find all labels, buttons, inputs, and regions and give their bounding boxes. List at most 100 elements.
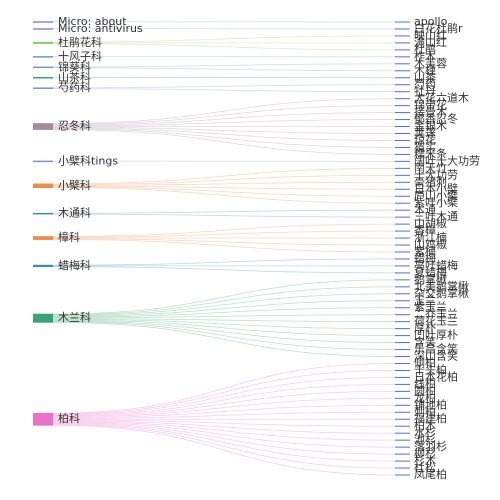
link [52, 35, 396, 43]
target-node [395, 328, 410, 330]
target-label: 紫玉兰 [414, 301, 447, 314]
target-label: apollo [414, 15, 448, 28]
target-label: 杜鹃 [414, 42, 436, 56]
target-label: 锦带花 [414, 98, 447, 112]
target-label: 鹅掌楸 [414, 272, 447, 286]
target-node [395, 188, 410, 190]
source-label: 木兰科 [58, 310, 91, 324]
target-node [395, 160, 410, 162]
source-label: 十风子科 [58, 49, 102, 63]
target-label: 山胡椒 [414, 216, 447, 230]
link [52, 377, 396, 416]
source-node [33, 87, 53, 89]
target-node [395, 349, 410, 351]
target-label: 荷花玉兰 [414, 315, 458, 328]
target-label: 阔叶十大功劳 [414, 153, 480, 167]
target-label: 山茶 [414, 71, 436, 84]
link [52, 411, 396, 419]
target-label: 猬实 [414, 139, 436, 153]
target-node [395, 42, 410, 44]
target-label: 杜松 [414, 460, 436, 474]
target-label: 木芙蓉 [414, 56, 447, 70]
link [52, 67, 396, 72]
target-node [395, 133, 410, 135]
target-label: 铺地柏 [414, 397, 447, 411]
source-node [33, 412, 53, 426]
source-label: 柏科 [58, 411, 80, 425]
target-label: 福建柏 [414, 411, 447, 425]
target-node [395, 397, 410, 399]
source-label: 小檗科tings [58, 153, 118, 167]
target-node [395, 418, 410, 420]
target-node [395, 153, 410, 155]
target-node [395, 293, 410, 295]
source-label: 小檗科 [58, 178, 91, 192]
link [52, 223, 396, 237]
link [52, 213, 396, 218]
target-node [395, 98, 410, 100]
target-node [395, 272, 410, 274]
target-node [395, 84, 410, 86]
target-node [395, 230, 410, 232]
target-label: 庐山小檗 [414, 188, 458, 202]
target-node [395, 460, 410, 462]
target-node [395, 286, 410, 288]
target-label: 木槿 [414, 64, 436, 77]
link [52, 258, 396, 266]
source-node [33, 41, 53, 45]
target-node [395, 112, 410, 114]
target-node [395, 376, 410, 378]
target-label: 十大功劳 [414, 167, 458, 181]
target-node [395, 119, 410, 121]
target-node [395, 474, 410, 476]
target-label: 北美鹅掌楸 [414, 279, 469, 293]
target-node [395, 411, 410, 413]
target-label: 千头柏 [414, 362, 447, 376]
link [52, 370, 396, 415]
link [52, 390, 396, 417]
target-node [395, 56, 410, 58]
link [52, 167, 396, 185]
target-node [395, 216, 410, 218]
source-label: Micro: about [58, 15, 127, 28]
link [52, 119, 396, 127]
target-node [395, 49, 410, 51]
target-label: 夏蜡梅 [414, 265, 447, 279]
link [52, 187, 396, 204]
target-node [395, 467, 410, 469]
link [52, 185, 396, 190]
target-label: 木通 [414, 203, 436, 216]
target-label: 大花六道木 [414, 91, 469, 105]
source-node [33, 264, 53, 268]
target-node [395, 63, 410, 65]
target-node [395, 383, 410, 385]
target-label: 满山红 [414, 36, 447, 49]
source-node [33, 56, 53, 58]
target-label: 含笑 [414, 335, 436, 349]
source-node [33, 160, 53, 163]
link [52, 319, 396, 336]
target-node [395, 21, 410, 23]
target-label: 柞木 [414, 49, 436, 63]
target-label: 映山红 [414, 29, 447, 42]
target-label: 杂交鹅掌楸 [414, 286, 469, 300]
target-node [395, 237, 410, 239]
target-node [395, 146, 410, 148]
source-node [33, 66, 53, 69]
link [52, 320, 396, 343]
source-label: 杜鹃花科 [58, 35, 102, 49]
link [52, 127, 396, 141]
target-node [395, 167, 410, 169]
target-node [395, 181, 410, 183]
link [52, 84, 396, 89]
target-node [395, 209, 410, 211]
target-label: 凤尾柏 [414, 467, 447, 481]
target-label: 柳杉 [414, 446, 436, 460]
source-label: 木通科 [58, 206, 91, 220]
link [52, 266, 396, 274]
target-label: 芍药 [414, 78, 436, 91]
target-node [395, 321, 410, 323]
target-node [395, 35, 410, 37]
source-label: 山茶科 [58, 70, 91, 84]
